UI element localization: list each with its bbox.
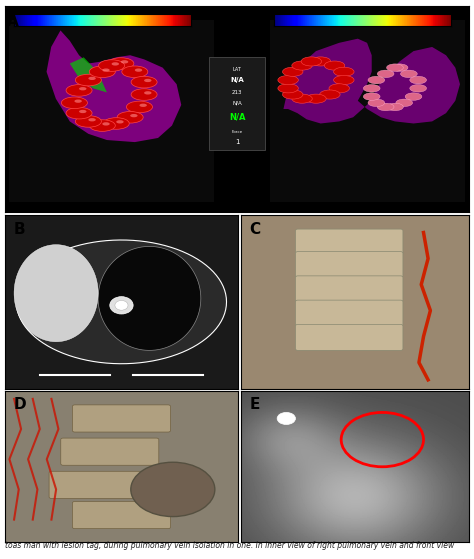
Text: Force: Force [231, 130, 243, 134]
Polygon shape [17, 240, 227, 364]
Circle shape [277, 413, 295, 424]
FancyBboxPatch shape [209, 58, 265, 150]
Circle shape [410, 77, 427, 84]
FancyBboxPatch shape [49, 471, 147, 499]
Circle shape [292, 94, 312, 103]
Circle shape [391, 64, 408, 72]
Circle shape [368, 77, 385, 84]
Circle shape [306, 94, 326, 103]
Circle shape [387, 64, 403, 72]
FancyBboxPatch shape [73, 501, 171, 529]
Circle shape [410, 84, 427, 92]
Circle shape [89, 120, 115, 131]
Circle shape [111, 62, 119, 65]
Text: LAT: LAT [233, 67, 241, 72]
Circle shape [102, 122, 109, 126]
Circle shape [130, 114, 137, 117]
Circle shape [79, 110, 86, 113]
FancyBboxPatch shape [295, 252, 403, 278]
Circle shape [99, 60, 125, 72]
Circle shape [364, 93, 380, 100]
FancyBboxPatch shape [295, 324, 403, 350]
Circle shape [122, 66, 148, 78]
Circle shape [310, 57, 331, 66]
Circle shape [144, 79, 152, 82]
Circle shape [324, 61, 345, 70]
Circle shape [329, 84, 349, 93]
Circle shape [115, 301, 128, 310]
Circle shape [74, 100, 82, 103]
Text: toas man with lesion tag, during pulmonary vein isolation in one. In inner view : toas man with lesion tag, during pulmona… [5, 541, 454, 549]
Text: N/A: N/A [232, 100, 242, 105]
Circle shape [88, 77, 96, 80]
Circle shape [127, 101, 153, 113]
Text: 1: 1 [235, 139, 239, 145]
Circle shape [377, 70, 394, 78]
Circle shape [334, 75, 354, 84]
FancyBboxPatch shape [73, 405, 171, 432]
Circle shape [334, 67, 354, 77]
Circle shape [131, 77, 157, 88]
Circle shape [108, 58, 134, 69]
FancyBboxPatch shape [61, 438, 159, 465]
Circle shape [89, 66, 115, 78]
Circle shape [79, 87, 86, 91]
Text: N/A: N/A [229, 113, 245, 122]
Text: N/A: N/A [230, 77, 244, 83]
Polygon shape [283, 39, 460, 124]
Circle shape [75, 116, 101, 127]
FancyBboxPatch shape [270, 20, 465, 202]
Circle shape [368, 99, 385, 107]
Circle shape [75, 74, 101, 86]
Circle shape [301, 57, 321, 66]
Circle shape [283, 67, 303, 77]
Circle shape [278, 84, 298, 93]
Circle shape [401, 70, 417, 78]
Circle shape [139, 103, 147, 107]
Circle shape [88, 118, 96, 121]
Text: A: A [7, 14, 19, 29]
FancyBboxPatch shape [9, 20, 214, 202]
FancyBboxPatch shape [295, 229, 403, 255]
FancyBboxPatch shape [295, 276, 403, 302]
Polygon shape [46, 30, 181, 142]
Text: 213: 213 [232, 90, 242, 95]
Circle shape [102, 68, 109, 72]
Circle shape [66, 84, 92, 96]
Circle shape [396, 99, 412, 107]
Circle shape [66, 107, 92, 119]
Circle shape [405, 93, 422, 100]
Circle shape [278, 75, 298, 84]
Circle shape [387, 103, 403, 111]
Circle shape [319, 90, 340, 99]
Circle shape [117, 111, 143, 123]
Circle shape [121, 60, 128, 64]
Polygon shape [98, 247, 201, 350]
Circle shape [144, 91, 152, 94]
Text: C: C [250, 222, 261, 237]
Text: B: B [14, 222, 26, 237]
Circle shape [292, 61, 312, 70]
Text: D: D [14, 397, 27, 413]
Circle shape [131, 462, 215, 517]
Circle shape [283, 90, 303, 99]
Polygon shape [14, 245, 98, 342]
Circle shape [110, 297, 133, 314]
Circle shape [135, 68, 142, 72]
Text: E: E [250, 397, 260, 413]
Circle shape [364, 84, 380, 92]
Circle shape [103, 118, 129, 129]
FancyBboxPatch shape [295, 300, 403, 326]
Circle shape [131, 89, 157, 100]
Circle shape [62, 97, 87, 108]
Polygon shape [70, 58, 107, 92]
Circle shape [377, 103, 394, 111]
Circle shape [116, 120, 124, 124]
